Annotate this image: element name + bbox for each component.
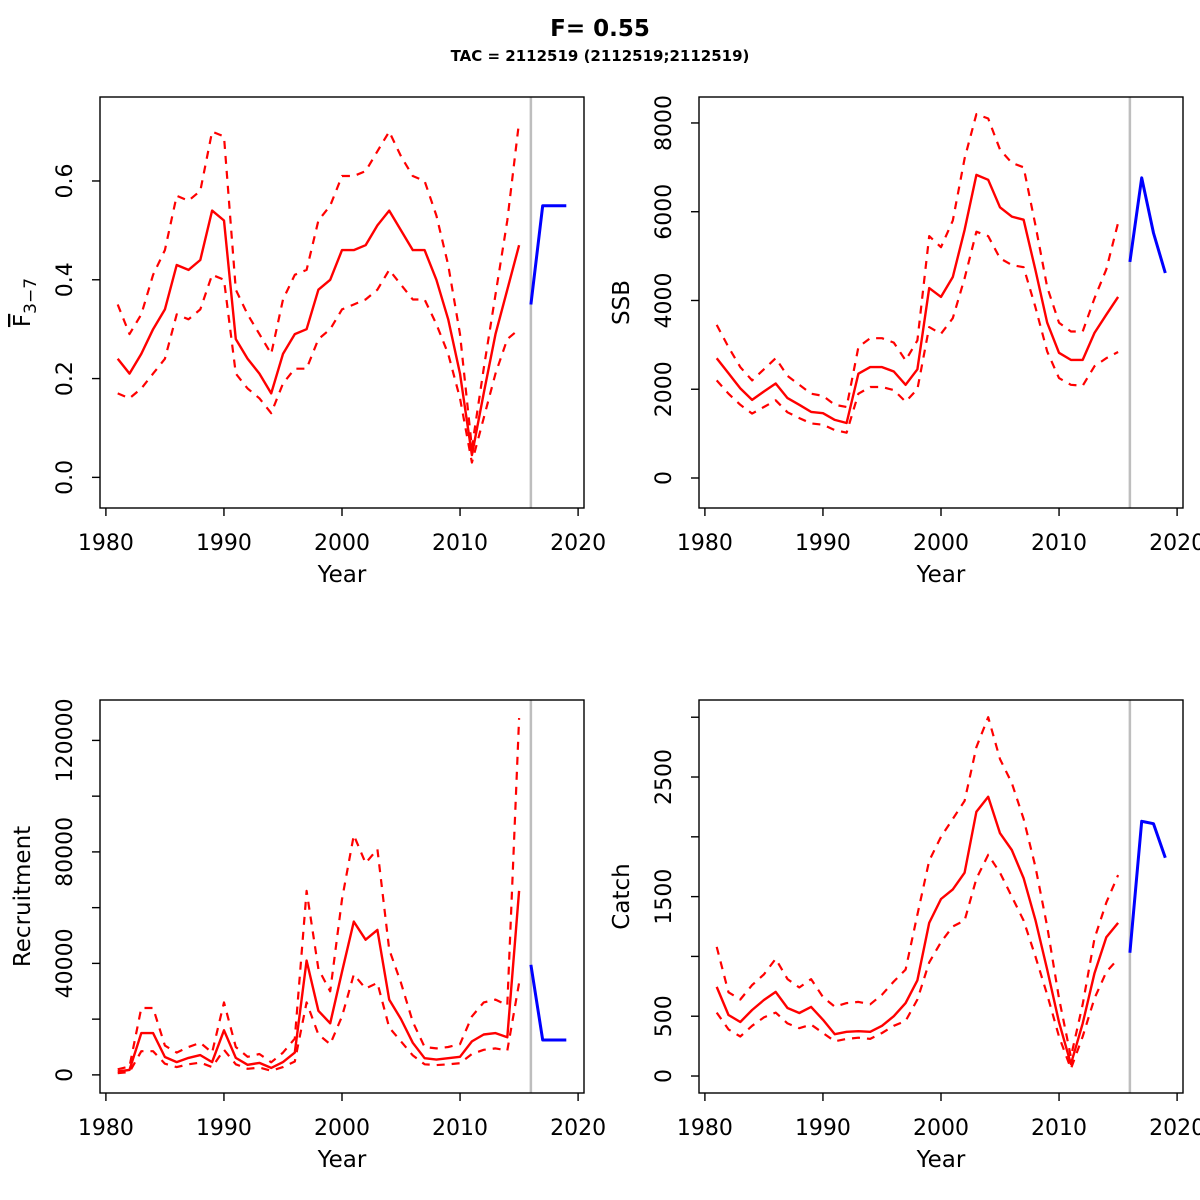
ssb-lower-ci-line — [715, 230, 1119, 434]
fbar-x-tick-label: 2000 — [314, 531, 370, 556]
recruitment-x-tick-label: 2020 — [550, 1116, 606, 1141]
recruitment-median-line — [117, 890, 521, 1073]
recruitment-x-tick-label: 1990 — [196, 1116, 252, 1141]
fbar-lower-ci-line — [117, 268, 520, 464]
panel-ssb: 1980 1990 2000 2010 2020 Year 0 2000 4000 6000 800… — [609, 95, 1200, 588]
fbar-x-tick-label: 1990 — [196, 531, 252, 556]
ssb-x-tick-label: 2020 — [1149, 531, 1200, 556]
catch-y-axis-title: Catch — [609, 863, 635, 929]
catch-y-tick-label: 2500 — [652, 749, 677, 805]
fbar-forecast-line — [529, 204, 567, 305]
figure-subtitle: TAC = 2112519 (2112519;2112519) — [450, 47, 750, 65]
catch-y-tick-label: 1500 — [652, 869, 677, 925]
recruitment-lower-ci-line — [117, 973, 521, 1075]
fbar-y-tick-label: 0.4 — [53, 262, 78, 297]
catch-x-tick-label: 1990 — [795, 1116, 851, 1141]
recruitment-forecast-line — [529, 964, 567, 1042]
ssb-x-tick-label: 2000 — [913, 531, 969, 556]
fbar-plot-frame — [99, 96, 585, 509]
fbar-x-tick-label: 2010 — [432, 531, 488, 556]
catch-x-axis-title: Year — [916, 1147, 966, 1173]
ssb-forecast-line — [1128, 176, 1167, 274]
ssb-y-axis-title: SSB — [609, 280, 635, 325]
catch-median-line — [715, 795, 1120, 1066]
fbar-y-tick-label: 0.2 — [53, 361, 78, 396]
recruitment-x-tick-label: 1980 — [78, 1116, 134, 1141]
fbar-y-tick-label: 0.6 — [53, 163, 78, 198]
ssb-y-tick-label: 0 — [652, 471, 677, 485]
recruitment-x-tick-label: 2010 — [432, 1116, 488, 1141]
fbar-y-axis-title: F3−7 — [10, 278, 41, 327]
ssb-y-tick-label: 6000 — [652, 184, 677, 240]
ssb-x-tick-label: 1980 — [677, 531, 733, 556]
catch-y-tick-label: 500 — [652, 995, 677, 1037]
ssb-y-tick-label: 2000 — [652, 361, 677, 417]
catch-y-tick-label: 0 — [652, 1069, 677, 1083]
ssb-upper-ci-line — [715, 112, 1120, 409]
catch-lower-ci-line — [715, 853, 1119, 1070]
ssb-y-tick-label: 8000 — [652, 95, 677, 151]
recruitment-y-tick-label: 120000 — [53, 698, 78, 782]
catch-upper-ci-line — [715, 716, 1120, 1059]
catch-forecast-line — [1128, 819, 1167, 953]
recruitment-upper-ci-line — [117, 718, 521, 1071]
recruitment-y-tick-label: 40000 — [53, 928, 78, 998]
figure-title: F= 0.55 — [550, 16, 650, 42]
recruitment-y-axis-title: Recruitment — [10, 826, 36, 967]
recruitment-y-tick-label: 80000 — [53, 817, 78, 887]
panel-catch: 1980 1990 2000 2010 2020 Year 0 500 1500 2500 Catc… — [609, 699, 1200, 1173]
fbar-median-line — [116, 209, 521, 457]
fbar-x-tick-label: 1980 — [78, 531, 134, 556]
ssb-plot-frame — [698, 96, 1184, 509]
ssb-x-axis-title: Year — [916, 562, 966, 588]
catch-x-tick-label: 2020 — [1149, 1116, 1200, 1141]
recruitment-y-tick-label: 0 — [53, 1068, 78, 1082]
ssb-y-tick-label: 4000 — [652, 272, 677, 328]
ssb-median-line — [715, 173, 1120, 425]
ssb-x-tick-label: 2010 — [1031, 531, 1087, 556]
catch-x-tick-label: 2010 — [1031, 1116, 1087, 1141]
ssb-x-tick-label: 1990 — [795, 531, 851, 556]
fbar-y-tick-label: 0.0 — [53, 460, 78, 495]
catch-x-tick-label: 2000 — [913, 1116, 969, 1141]
recruitment-x-axis-title: Year — [317, 1147, 367, 1173]
fbar-x-axis-title: Year — [317, 562, 367, 588]
fbar-upper-ci-line — [116, 121, 521, 449]
catch-plot-frame — [698, 699, 1184, 1094]
fbar-x-tick-label: 2020 — [550, 531, 606, 556]
panel-recruitment: 1980 1990 2000 2010 2020 Year 0 40000 80000 12000… — [10, 698, 606, 1173]
catch-x-tick-label: 1980 — [677, 1116, 733, 1141]
recruitment-x-tick-label: 2000 — [314, 1116, 370, 1141]
panel-fbar: 1980 1990 2000 2010 2020 Year 0.0 0.2 0.4 0.6 F3−7 — [10, 96, 606, 588]
